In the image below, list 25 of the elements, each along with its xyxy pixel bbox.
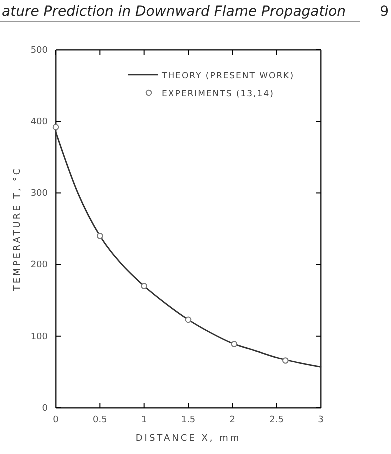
point	[52, 124, 60, 130]
y-tick-label: 200	[30, 260, 48, 271]
point	[185, 316, 192, 324]
x-tick-label: 0.5	[93, 415, 108, 426]
y-tick-label: 0	[42, 404, 48, 414]
point	[282, 358, 289, 364]
x-axis-title: DISTANCE X, mm	[136, 434, 242, 444]
x-tick-label: 1	[141, 415, 148, 426]
point	[97, 233, 104, 240]
point	[231, 341, 238, 348]
text: 9	[380, 4, 389, 20]
y-tick-label: 100	[30, 332, 48, 342]
y-axis-title: TEMPERATURE T, °C	[13, 166, 23, 292]
x-tick-label: 0	[53, 415, 60, 426]
x-tick-label: 2.5	[270, 415, 284, 426]
legend-label: THEORY (PRESENT WORK)	[161, 72, 295, 82]
y-tick-label: 400	[30, 117, 48, 128]
y-tick-label: 300	[30, 189, 48, 200]
legend-label: EXPERIMENTS (13,14)	[162, 90, 274, 100]
x-tick-label: 3	[318, 415, 324, 426]
chart-title: ature Prediction in Downward Flame Propagation	[2, 4, 346, 20]
x-tick-label: 2	[230, 415, 236, 426]
y-tick-label: 500	[30, 46, 48, 56]
x-tick-label: 1.5	[181, 415, 196, 426]
point	[141, 283, 148, 290]
